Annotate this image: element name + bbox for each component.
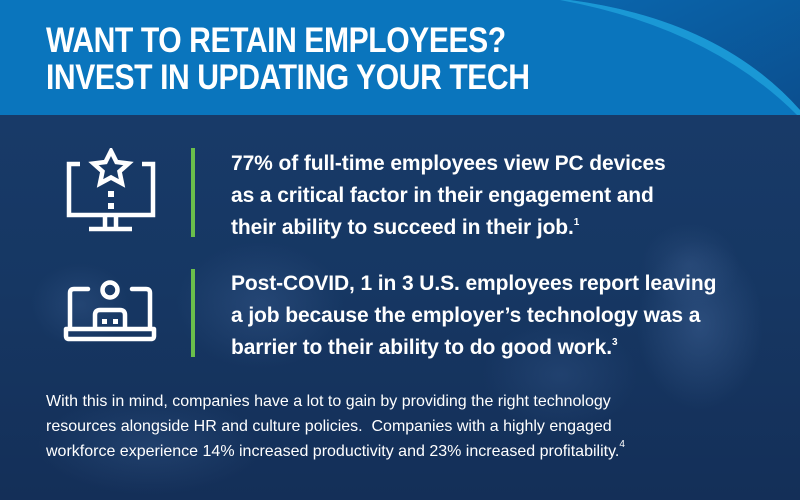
footnote-marker: 4	[619, 439, 625, 450]
stat-line: 77% of full-time employees view PC devic…	[231, 152, 666, 175]
green-divider	[191, 269, 195, 357]
stat-line: barrier to their ability to do good work…	[231, 332, 716, 364]
footnote-marker: 1	[573, 217, 580, 228]
summary-line-text: workforce experience 14% increased produ…	[46, 443, 620, 460]
stat-line: as a critical factor in their engagement…	[231, 184, 654, 207]
title-line-1: WANT TO RETAIN EMPLOYEES?	[46, 21, 506, 60]
title-line-2: INVEST IN UPDATING YOUR TECH	[46, 58, 530, 97]
stat-text: Post-COVID, 1 in 3 U.S. employees report…	[231, 268, 716, 364]
background-photo	[0, 115, 800, 500]
monitor-star-icon	[66, 148, 156, 232]
stat-line: a job because the employer’s technology …	[231, 304, 701, 327]
stat-line: their ability to succeed in their job.1	[231, 212, 666, 244]
stat-line-text: barrier to their ability to do good work…	[231, 336, 612, 359]
footnote-marker: 3	[611, 337, 618, 348]
summary-line: workforce experience 14% increased produ…	[46, 439, 625, 464]
stat-line: Post-COVID, 1 in 3 U.S. employees report…	[231, 272, 717, 295]
stat-text: 77% of full-time employees view PC devic…	[231, 148, 666, 244]
page-title: WANT TO RETAIN EMPLOYEES? INVEST IN UPDA…	[46, 22, 530, 96]
summary-paragraph: With this in mind, companies have a lot …	[46, 389, 625, 464]
header-banner: WANT TO RETAIN EMPLOYEES? INVEST IN UPDA…	[0, 0, 800, 115]
stat-line-text: their ability to succeed in their job.	[231, 216, 574, 239]
summary-line: resources alongside HR and culture polic…	[46, 418, 612, 435]
green-divider	[191, 148, 195, 237]
summary-line: With this in mind, companies have a lot …	[46, 393, 611, 410]
laptop-user-icon	[63, 280, 157, 342]
header-arc-decoration	[560, 0, 800, 115]
